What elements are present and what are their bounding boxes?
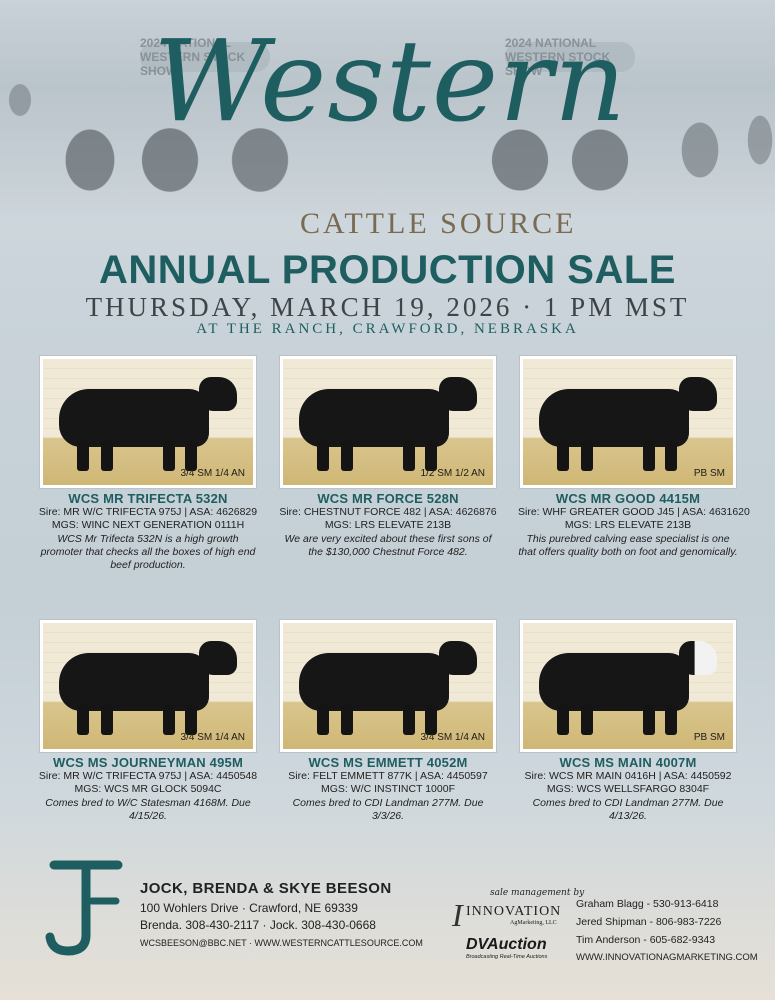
lot-description: Comes bred to CDI Landman 277M. Due 4/13… <box>532 797 724 822</box>
breed-tag: 3/4 SM 1/4 AN <box>180 732 245 743</box>
owner-email-website[interactable]: WCSBEESON@BBC.NET · WWW.WESTERNCATTLESOU… <box>140 938 423 948</box>
dvauction-logo: DVAuction Broadcasting Real-Time Auction… <box>466 936 562 962</box>
owner-names: JOCK, BRENDA & SKYE BEESON <box>140 880 392 897</box>
lot-card: PB SM WCS MS MAIN 4007M Sire: WCS MR MAI… <box>518 620 738 823</box>
dvauction-tagline: Broadcasting Real-Time Auctions <box>466 954 548 960</box>
breed-tag: 3/4 SM 1/4 AN <box>180 468 245 479</box>
lot-mgs: MGS: W/C INSTINCT 1000F <box>321 783 455 795</box>
cattle-source-subtitle: CATTLE SOURCE <box>300 207 577 240</box>
innovation-logo: I INNOVATION AgMarketing, LLC <box>452 897 562 933</box>
sale-date: THURSDAY, MARCH 19, 2026 · 1 PM MST <box>85 292 690 322</box>
lot-description: This purebred calving ease specialist is… <box>518 533 738 558</box>
heifer-photo: 3/4 SM 1/4 AN <box>40 620 256 752</box>
lot-mgs: MGS: WCS WELLSFARGO 8304F <box>546 783 710 795</box>
dvauction-name: DVAuction <box>466 936 547 953</box>
bull-photo: 1/2 SM 1/2 AN <box>280 356 496 488</box>
sale-title: ANNUAL PRODUCTION SALE <box>99 248 676 292</box>
lot-mgs: MGS: LRS ELEVATE 213B <box>324 519 452 531</box>
contact-graham: Graham Blagg - 530-913-6418 <box>576 898 719 910</box>
lot-card: PB SM WCS MR GOOD 4415M Sire: WHF GREATE… <box>518 356 750 559</box>
lot-description: Comes bred to W/C Statesman 4168M. Due 4… <box>45 797 251 822</box>
lot-sire: Sire: WCS MR MAIN 0416H | ASA: 4450592 <box>524 770 732 782</box>
lot-name: WCS MS MAIN 4007M <box>559 755 697 770</box>
bull-photo: PB SM <box>520 356 736 488</box>
lot-sire: Sire: FELT EMMETT 877K | ASA: 4450597 <box>288 770 488 782</box>
lot-name: WCS MS JOURNEYMAN 495M <box>52 755 244 770</box>
lot-name: WCS MS EMMETT 4052M <box>308 755 468 770</box>
owner-address: 100 Wohlers Drive · Crawford, NE 69339 <box>140 901 358 915</box>
breed-tag: 1/2 SM 1/2 AN <box>420 468 485 479</box>
contact-tim: Tim Anderson - 605-682-9343 <box>576 934 716 946</box>
lot-card: 3/4 SM 1/4 AN WCS MS EMMETT 4052M Sire: … <box>278 620 498 823</box>
lot-sire: Sire: MR W/C TRIFECTA 975J | ASA: 445054… <box>38 770 258 782</box>
lot-description: We are very excited about these first so… <box>284 533 492 558</box>
heifer-photo: 3/4 SM 1/4 AN <box>280 620 496 752</box>
jf-brand-logo-icon <box>45 860 123 956</box>
innovation-website-link[interactable]: WWW.INNOVATIONAGMARKETING.COM <box>576 952 758 963</box>
cattle-crowd-image <box>0 60 775 200</box>
breed-tag: PB SM <box>693 468 725 479</box>
lot-card: 3/4 SM 1/4 AN WCS MS JOURNEYMAN 495M Sir… <box>38 620 258 823</box>
lot-card: 3/4 SM 1/4 AN WCS MR TRIFECTA 532N Sire:… <box>38 356 258 572</box>
lot-description: Comes bred to CDI Landman 277M. Due 3/3/… <box>292 797 484 822</box>
lot-mgs: MGS: LRS ELEVATE 213B <box>564 519 692 531</box>
innovation-sub: AgMarketing, LLC <box>510 920 557 926</box>
lot-name: WCS MR GOOD 4415M <box>555 491 701 506</box>
lot-description: WCS Mr Trifecta 532N is a high growth pr… <box>40 533 256 571</box>
lot-name: WCS MR TRIFECTA 532N <box>68 491 228 506</box>
sale-management-label: sale management by <box>490 888 585 898</box>
lot-mgs: MGS: WCS MR GLOCK 5094C <box>74 783 222 795</box>
breed-tag: PB SM <box>693 732 725 743</box>
breed-tag: 3/4 SM 1/4 AN <box>420 732 485 743</box>
lot-sire: Sire: WHF GREATER GOOD J45 | ASA: 463162… <box>518 506 750 518</box>
contact-jered: Jered Shipman - 806-983-7226 <box>576 916 722 928</box>
owner-phones: Brenda. 308-430-2117 · Jock. 308-430-066… <box>140 918 376 932</box>
western-script-title: Western <box>153 17 627 147</box>
lot-name: WCS MR FORCE 528N <box>317 491 459 506</box>
lot-sire: Sire: CHESTNUT FORCE 482 | ASA: 4626876 <box>279 506 497 518</box>
sale-location: AT THE RANCH, CRAWFORD, NEBRASKA <box>196 321 579 337</box>
innovation-name: INNOVATION <box>466 904 562 919</box>
lot-sire: Sire: MR W/C TRIFECTA 975J | ASA: 462682… <box>38 506 258 518</box>
header-photo: 2024 NATIONAL WESTERN STOCK SHOW 2024 NA… <box>0 0 775 215</box>
bull-photo: 3/4 SM 1/4 AN <box>40 356 256 488</box>
lot-mgs: MGS: WINC NEXT GENERATION 0111H <box>51 519 245 531</box>
heifer-photo: PB SM <box>520 620 736 752</box>
lot-card: 1/2 SM 1/2 AN WCS MR FORCE 528N Sire: CH… <box>278 356 498 559</box>
